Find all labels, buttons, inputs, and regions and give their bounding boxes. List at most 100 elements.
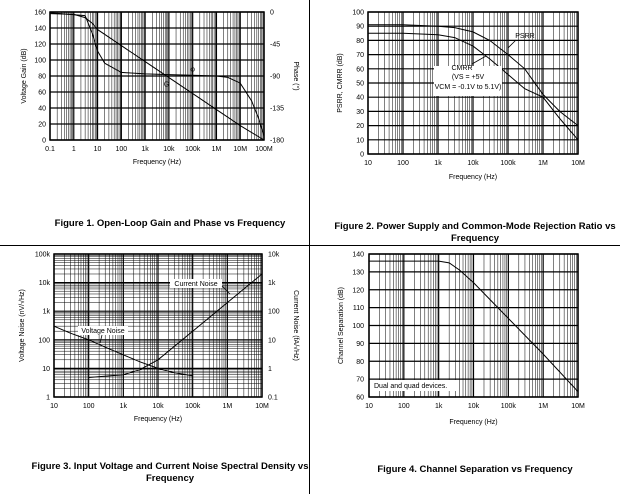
fig4-xtick-label: 10 [365, 403, 373, 410]
fig1-series-phase [49, 12, 265, 137]
figure-3-caption: Figure 3. Input Voltage and Current Nois… [31, 461, 309, 484]
fig1-xtick-label: 1M [212, 146, 222, 153]
fig1-xtick-label: 100M [255, 146, 273, 153]
fig3-xtick-label: 10 [50, 403, 58, 410]
fig3-xtick-label: 100k [185, 403, 201, 410]
fig1-gain-label: G [164, 81, 169, 88]
fig2-ytick-label: 90 [356, 24, 364, 31]
fig3-xtick-label: 10M [255, 403, 269, 410]
fig3-voltage-noise-label: Voltage Noise [81, 328, 124, 335]
fig3-current-leader [221, 285, 231, 295]
fig4-xlabel: Frequency (Hz) [449, 419, 497, 426]
fig1-y2tick-label: -135 [270, 106, 284, 113]
fig2-ytick-label: 100 [352, 10, 364, 17]
fig1-xlabel: Frequency (Hz) [133, 159, 181, 166]
figure-1-caption: Figure 1. Open-Loop Gain and Phase vs Fr… [54, 218, 286, 229]
fig3-ytick-label: 10 [42, 366, 50, 373]
fig2-xtick-label: 10 [364, 160, 372, 167]
fig3-y2tick-label: 10 [268, 337, 276, 344]
fig3-y2tick-label: 10k [268, 252, 280, 259]
fig1-y2tick-label: -45 [270, 42, 280, 49]
fig4-frame [368, 253, 579, 398]
fig1-series-gain [49, 13, 265, 141]
fig1-xtick-label: 0.1 [45, 146, 55, 153]
horizontal-divider [0, 245, 620, 246]
fig1-xtick-label: 10 [94, 146, 102, 153]
fig4-xtick-label: 10k [468, 403, 480, 410]
fig2-xtick-label: 100k [500, 160, 516, 167]
fig1-ytick-label: 80 [38, 74, 46, 81]
fig2-ylabel: PSRR, CMRR (dB) [337, 53, 344, 113]
vertical-divider [309, 0, 310, 494]
fig4-xtick-label: 1M [538, 403, 548, 410]
fig2-ytick-label: 80 [356, 38, 364, 45]
fig3-ytick-label: 100 [38, 337, 50, 344]
fig3-y2label: Current Noise (fA/√Hz) [292, 290, 300, 361]
fig1-phase-label: φ [190, 67, 195, 74]
fig2-psrr-leader [507, 39, 517, 49]
fig2-ytick-label: 70 [356, 52, 364, 59]
fig4-xtick-label: 1k [435, 403, 443, 410]
fig1-y2tick-label: -180 [270, 138, 284, 145]
fig1-ytick-label: 120 [34, 42, 46, 49]
fig1-y2tick-label: 0 [270, 10, 274, 17]
fig4-ytick-label: 80 [356, 359, 364, 366]
fig3-y2tick-label: 1k [268, 280, 276, 287]
fig2-ytick-label: 10 [356, 137, 364, 144]
fig2-xtick-label: 1k [434, 160, 442, 167]
fig2-vs-label: (VS = +5V [452, 74, 485, 81]
fig3-y2tick-label: 0.1 [268, 395, 278, 402]
fig2-psrr-label: PSRR [515, 33, 534, 40]
fig4-ytick-label: 70 [356, 377, 364, 384]
fig4-ytick-label: 60 [356, 395, 364, 402]
fig1-ytick-label: 140 [34, 26, 46, 33]
figure-2-caption: Figure 2. Power Supply and Common-Mode R… [334, 221, 616, 244]
fig1-ytick-label: 60 [38, 90, 46, 97]
fig4-xtick-label: 10M [571, 403, 585, 410]
fig3-ytick-label: 10k [39, 280, 51, 287]
fig2-ytick-label: 20 [356, 123, 364, 130]
fig1-ylabel: Voltage Gain (dB) [21, 48, 28, 103]
fig3-current-label-bg [170, 279, 222, 288]
fig3-current-noise-label: Current Noise [174, 281, 217, 288]
fig4-annotation-bg [372, 380, 458, 391]
fig1-xtick-label: 10M [233, 146, 247, 153]
fig1-ytick-label: 160 [34, 10, 46, 17]
fig2-ytick-label: 0 [360, 152, 364, 159]
fig2-ytick-label: 40 [356, 95, 364, 102]
fig4-ytick-label: 100 [352, 323, 364, 330]
fig3-voltage-leader [99, 334, 103, 344]
fig4-ytick-label: 130 [352, 269, 364, 276]
fig1-ytick-label: 40 [38, 106, 46, 113]
fig1-xtick-label: 100k [185, 146, 201, 153]
fig2-xtick-label: 100 [397, 160, 409, 167]
fig3-ylabel: Voltage Noise (nV/√Hz) [18, 289, 26, 362]
fig2-vcm-label: VCM = -0.1V to 5.1V) [435, 84, 502, 91]
fig2-series-psrr [368, 24, 579, 126]
fig3-ytick-label: 1 [46, 395, 50, 402]
fig2-xtick-label: 10k [467, 160, 479, 167]
fig3-frame [53, 253, 263, 398]
fig2-ytick-label: 30 [356, 109, 364, 116]
fig2-series-cmrr [368, 32, 579, 141]
fig2-xtick-label: 1M [538, 160, 548, 167]
fig3-voltage-label-bg [78, 326, 128, 335]
fig4-xtick-label: 100k [501, 403, 517, 410]
fig3-xlabel: Frequency (Hz) [134, 416, 182, 423]
fig2-annotation-bg [434, 66, 502, 96]
fig4-series-channel-separation [369, 260, 579, 392]
fig3-ytick-label: 1k [43, 309, 51, 316]
fig4-ytick-label: 110 [353, 305, 364, 312]
fig3-series-current-noise [88, 273, 263, 378]
fig4-ytick-label: 90 [356, 341, 364, 348]
fig2-cmrr-leader [471, 55, 487, 65]
fig3-ytick-label: 100k [35, 252, 51, 259]
figure-4-caption: Figure 4. Channel Separation vs Frequenc… [377, 464, 573, 475]
fig1-y2label: Phase (°) [292, 61, 300, 90]
fig3-y2tick-label: 100 [268, 309, 280, 316]
fig1-y2tick-label: -90 [270, 74, 280, 81]
fig1-xtick-label: 1 [72, 146, 76, 153]
fig1-ytick-label: 100 [34, 58, 46, 65]
fig2-frame [367, 11, 579, 155]
